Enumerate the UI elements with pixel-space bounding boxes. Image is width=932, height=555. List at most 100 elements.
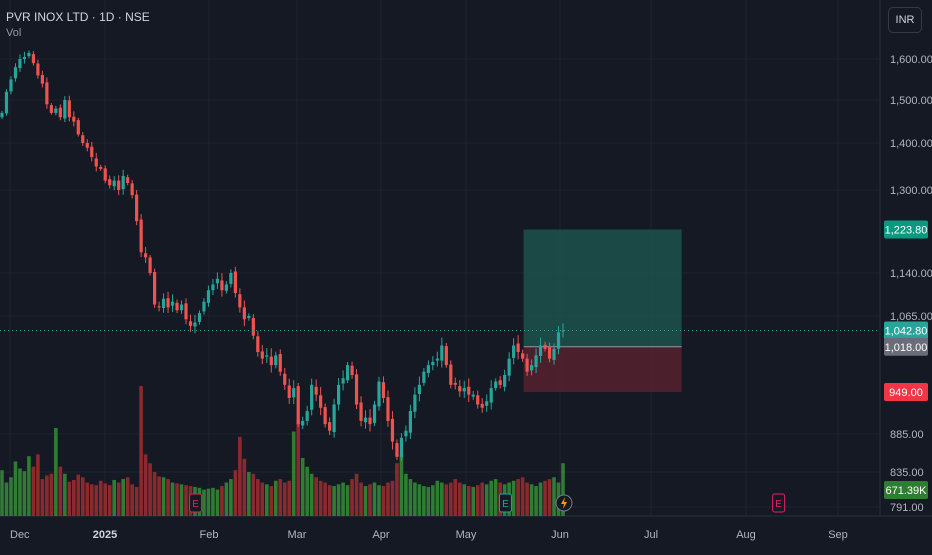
candle-body — [377, 381, 381, 407]
volume-bar — [85, 482, 90, 516]
volume-bar — [139, 386, 143, 516]
candle-body — [40, 74, 44, 84]
candle-body — [413, 394, 417, 412]
stop-zone — [523, 346, 682, 393]
candle-body — [72, 116, 76, 122]
candle-body — [148, 257, 152, 273]
volume-bar — [516, 479, 520, 516]
volume-bar — [242, 458, 247, 516]
x-tick-label: 2025 — [93, 529, 117, 541]
volume-bar — [480, 482, 485, 516]
candle-body — [45, 82, 49, 105]
candle-body — [247, 316, 251, 318]
y-tick-label: 1,400.00 — [890, 138, 932, 150]
candle-body — [283, 373, 287, 385]
y-tick-label: 835.00 — [890, 467, 924, 479]
volume-bar — [18, 468, 22, 516]
candle-body — [49, 105, 53, 113]
target-zone — [523, 229, 682, 347]
candle-body — [117, 180, 121, 190]
volume-bar — [408, 479, 413, 516]
volume-bar — [305, 466, 309, 516]
y-tick-label: 885.00 — [890, 429, 924, 441]
volume-bar — [547, 479, 552, 516]
volume-bar — [116, 482, 121, 516]
candle-body — [543, 344, 547, 349]
volume-bar — [49, 473, 54, 516]
volume-bar — [238, 436, 242, 516]
volume-bar — [112, 479, 116, 516]
candle-body — [381, 382, 386, 398]
volume-bar — [278, 479, 283, 516]
volume-bar — [395, 463, 399, 516]
symbol-title[interactable]: PVR INOX LTD · 1D · NSE — [6, 10, 150, 24]
volume-bar — [251, 473, 256, 516]
candle-body — [462, 388, 466, 392]
currency-button[interactable]: INR — [888, 7, 922, 33]
candle-body — [449, 364, 453, 385]
x-tick-label: Jul — [644, 529, 658, 541]
volume-bar — [318, 480, 323, 516]
volume-bar — [466, 486, 471, 516]
earnings-marker-label: E — [775, 499, 782, 510]
candle-body — [431, 361, 435, 366]
volume-legend-label[interactable]: Vol — [6, 27, 22, 39]
candle-body — [152, 271, 157, 305]
candle-body — [372, 404, 377, 423]
volume-bar — [314, 477, 318, 516]
candle-body — [274, 355, 278, 366]
volume-bar — [336, 484, 341, 516]
candle-body — [27, 52, 31, 57]
candle-body — [126, 177, 130, 183]
candle-body — [67, 100, 71, 118]
volume-bar — [444, 484, 449, 516]
volume-bar — [202, 489, 206, 516]
candle-body — [525, 358, 529, 372]
candle-body — [337, 384, 341, 405]
volume-bar — [76, 474, 81, 516]
candle-body — [161, 298, 166, 308]
volume-label: 671.39K — [886, 485, 928, 497]
volume-bar — [148, 463, 152, 516]
candle-body — [512, 345, 516, 358]
volume-bar — [269, 486, 274, 516]
y-tick-label: 1,600.00 — [890, 54, 932, 66]
volume-bar — [426, 486, 431, 516]
candle-body — [485, 401, 489, 406]
volume-bar — [152, 472, 157, 516]
candle-body — [395, 443, 399, 457]
grid-lines — [0, 0, 932, 517]
candle-body — [135, 194, 139, 222]
volume-bar — [462, 484, 467, 516]
x-tick-label: Aug — [736, 529, 756, 541]
last-price-label-bg — [884, 321, 928, 340]
volume-bar — [31, 466, 36, 516]
volume-bar — [440, 482, 444, 516]
volume-bar — [22, 471, 27, 516]
volume-bar — [247, 472, 251, 516]
earnings-marker — [772, 493, 786, 513]
volume-bar — [125, 477, 130, 516]
volume-bar — [36, 454, 40, 516]
volume-bars — [0, 386, 565, 516]
volume-bar — [399, 454, 404, 516]
candle-body — [139, 219, 143, 253]
candle-body — [471, 394, 475, 397]
volume-bar — [157, 476, 161, 516]
volume-bar — [552, 477, 556, 516]
volume-bar — [143, 454, 148, 516]
symbol-header: PVR INOX LTD · 1D · NSE Vol — [6, 10, 150, 39]
candle-body — [408, 411, 413, 433]
candle-body — [54, 108, 58, 113]
candle-body — [319, 395, 323, 408]
volume-bar — [98, 480, 103, 516]
candle-body — [63, 100, 67, 119]
volume-bar — [58, 466, 63, 516]
volume-bar — [435, 480, 440, 516]
volume-bar — [350, 479, 354, 516]
x-tick-label: Sep — [828, 529, 848, 541]
y-tick-label: 791.00 — [890, 502, 924, 514]
